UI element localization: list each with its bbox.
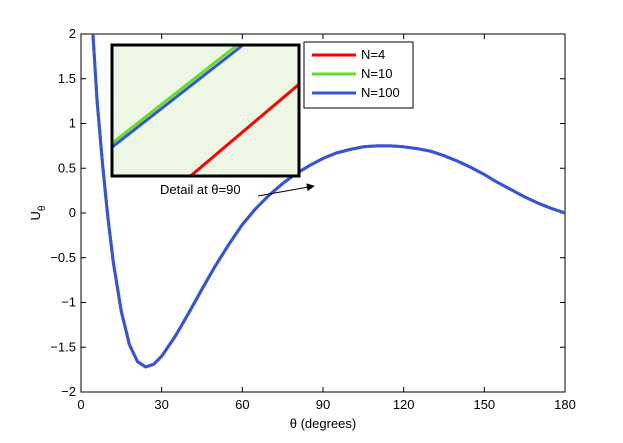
y-tick-label: 2 [69, 26, 76, 41]
y-axis-label-main: U [28, 211, 43, 220]
inset-line-n10 [112, 45, 239, 145]
inset-line-n100 [112, 45, 244, 149]
x-tick-label: 150 [473, 397, 495, 412]
x-axis-label: θ (degrees) [290, 416, 356, 431]
x-axis-ticks: 0 30 60 90 120 150 180 [77, 34, 576, 412]
legend-label: N=100 [361, 85, 400, 100]
legend-label: N=10 [361, 66, 392, 81]
y-tick-label: 0.5 [58, 160, 76, 175]
legend-label: N=4 [361, 47, 385, 62]
legend-items: N=4 N=10 N=100 [312, 47, 400, 100]
annotation-arrow [257, 183, 315, 197]
x-tick-label: 0 [77, 397, 84, 412]
inset-annotation: Detail at θ=90 [160, 182, 241, 197]
x-tick-label: 120 [393, 397, 415, 412]
x-tick-label: 180 [554, 397, 576, 412]
y-axis-ticks: −2 −1.5 −1 −0.5 0 0.5 1 1.5 2 [50, 26, 565, 399]
y-tick-label: −0.5 [50, 250, 76, 265]
y-tick-label: 1.5 [58, 71, 76, 86]
inset-lines [112, 45, 299, 176]
y-axis-label: Uθ [28, 205, 48, 220]
x-tick-label: 60 [235, 397, 249, 412]
inset-background [110, 43, 301, 178]
x-tick-label: 90 [316, 397, 330, 412]
y-tick-label: −1 [61, 295, 76, 310]
y-tick-label: −1.5 [50, 339, 76, 354]
y-axis-label-subscript: θ [37, 205, 48, 211]
y-tick-label: 1 [69, 116, 76, 131]
y-tick-label: 0 [69, 205, 76, 220]
y-tick-label: −2 [61, 384, 76, 399]
inset [110, 43, 301, 178]
inset-line-n4 [189, 83, 299, 176]
inset-frame [110, 43, 301, 178]
legend: N=4 N=10 N=100 [303, 41, 414, 109]
x-tick-label: 30 [154, 397, 168, 412]
